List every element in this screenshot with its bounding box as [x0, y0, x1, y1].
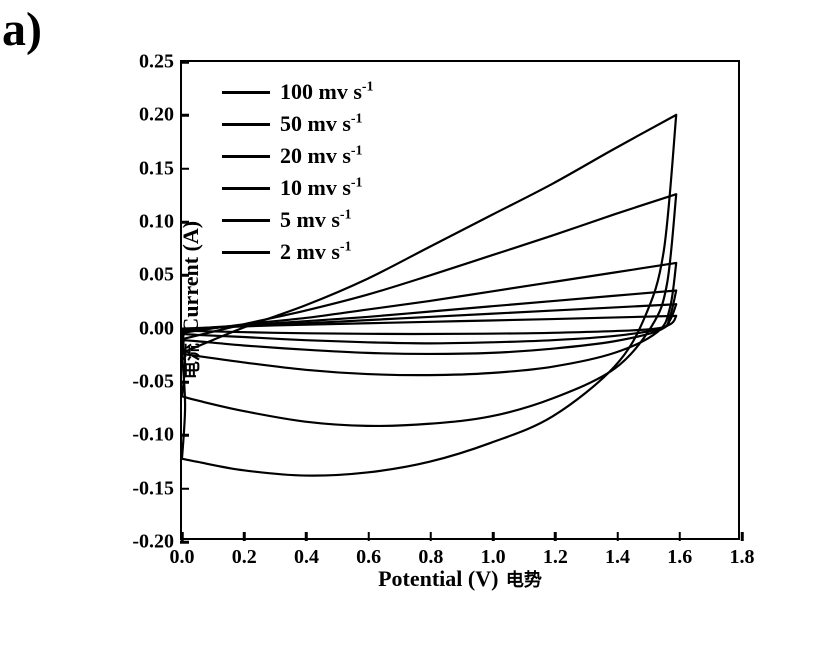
legend-swatch	[222, 123, 270, 126]
legend-swatch	[222, 91, 270, 94]
y-tick-mark	[180, 221, 189, 224]
x-tick-mark	[305, 532, 308, 541]
y-tick-mark	[180, 381, 189, 384]
y-tick-label: -0.05	[132, 371, 174, 394]
cv-curve-5	[182, 304, 676, 343]
y-tick-mark	[180, 541, 189, 544]
legend-label: 10 mv s-1	[280, 175, 363, 201]
x-tick-label: 1.8	[730, 546, 755, 569]
x-tick-label: 0.2	[232, 546, 257, 569]
panel-label: a)	[2, 2, 42, 57]
y-tick-label: 0.25	[139, 51, 174, 74]
x-tick-label: 0.6	[356, 546, 381, 569]
y-tick-label: 0.05	[139, 264, 174, 287]
x-tick-label: 0.8	[418, 546, 443, 569]
legend-swatch	[222, 219, 270, 222]
legend: 100 mv s-1 50 mv s-1 20 mv s-1 10 mv s-1 5 m…	[222, 76, 374, 268]
y-tick-label: 0.15	[139, 157, 174, 180]
legend-item: 20 mv s-1	[222, 140, 374, 172]
y-tick-label: -0.20	[132, 531, 174, 554]
x-tick-label: 0.0	[170, 546, 195, 569]
x-tick-label: 1.2	[543, 546, 568, 569]
y-tick-mark	[180, 487, 189, 490]
x-tick-mark	[243, 532, 246, 541]
legend-item: 10 mv s-1	[222, 172, 374, 204]
x-tick-label: 1.0	[481, 546, 506, 569]
legend-label: 2 mv s-1	[280, 239, 352, 265]
x-axis-label-cn: 电势	[506, 570, 542, 590]
legend-item: 100 mv s-1	[222, 76, 374, 108]
cv-curve-20	[182, 263, 676, 375]
y-tick-label: 0.10	[139, 211, 174, 234]
plot-area: 电流 Current (A) Potential (V) 电势 100 mv s…	[180, 60, 740, 540]
y-tick-mark	[180, 274, 189, 277]
y-tick-mark	[180, 434, 189, 437]
legend-label: 100 mv s-1	[280, 79, 374, 105]
x-tick-mark	[679, 532, 682, 541]
cv-curve-2	[182, 316, 676, 334]
y-tick-mark	[180, 61, 189, 64]
x-tick-mark	[741, 532, 744, 541]
y-tick-mark	[180, 167, 189, 170]
legend-swatch	[222, 155, 270, 158]
x-tick-label: 1.6	[667, 546, 692, 569]
x-tick-mark	[181, 532, 184, 541]
x-tick-mark	[616, 532, 619, 541]
legend-item: 5 mv s-1	[222, 204, 374, 236]
legend-item: 50 mv s-1	[222, 108, 374, 140]
legend-swatch	[222, 187, 270, 190]
y-tick-label: -0.15	[132, 477, 174, 500]
x-tick-mark	[492, 532, 495, 541]
legend-swatch	[222, 251, 270, 254]
x-axis-label-en: Potential (V)	[378, 566, 498, 591]
y-tick-label: 0.00	[139, 317, 174, 340]
x-tick-mark	[430, 532, 433, 541]
x-tick-mark	[367, 532, 370, 541]
y-tick-mark	[180, 114, 189, 117]
x-tick-label: 0.4	[294, 546, 319, 569]
y-tick-label: -0.10	[132, 424, 174, 447]
legend-label: 50 mv s-1	[280, 111, 363, 137]
x-axis-label: Potential (V) 电势	[378, 566, 542, 592]
legend-label: 20 mv s-1	[280, 143, 363, 169]
cv-chart: 电流 Current (A) Potential (V) 电势 100 mv s…	[100, 40, 780, 630]
y-tick-label: 0.20	[139, 104, 174, 127]
legend-label: 5 mv s-1	[280, 207, 352, 233]
y-tick-mark	[180, 327, 189, 330]
x-tick-mark	[554, 532, 557, 541]
x-tick-label: 1.4	[605, 546, 630, 569]
legend-item: 2 mv s-1	[222, 236, 374, 268]
